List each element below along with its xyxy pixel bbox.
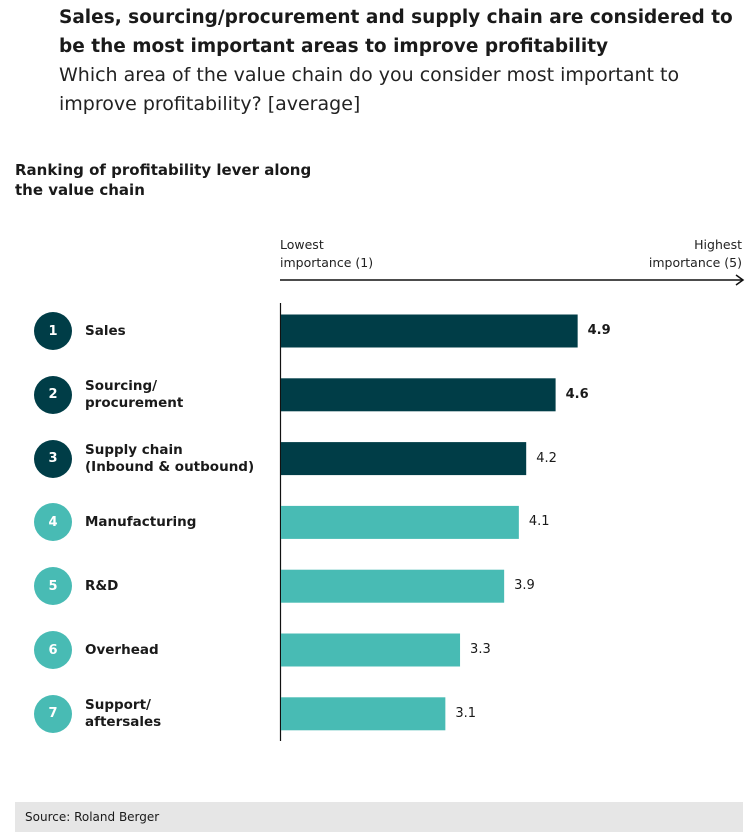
- bar: [281, 697, 446, 731]
- headline-question: Which area of the value chain do you con…: [59, 64, 680, 115]
- rank-badge: 4: [34, 503, 72, 542]
- bar: [281, 442, 527, 476]
- bar: [281, 314, 578, 348]
- category-label: Supply chain (Inbound & outbound): [85, 441, 255, 475]
- value-label: 4.1: [528, 514, 550, 530]
- bar: [281, 633, 461, 667]
- bar: [281, 505, 519, 539]
- value-label: 4.9: [587, 323, 611, 338]
- source-note: Source: Roland Berger: [15, 802, 743, 832]
- headline: Sales, sourcing/procurement and supply c…: [59, 3, 739, 119]
- value-label: 4.6: [565, 386, 589, 402]
- chart-subtitle: Ranking of profitability lever along the…: [15, 161, 312, 199]
- rank-badge: 1: [34, 312, 72, 350]
- value-label: 4.2: [536, 450, 557, 466]
- bar: [281, 378, 556, 412]
- value-label: 3.3: [470, 642, 491, 657]
- axis-high-label: Highest importance (5): [648, 237, 742, 270]
- rank-badge: 5: [34, 567, 72, 606]
- bar: [281, 569, 505, 603]
- rank-badge: 2: [34, 375, 72, 414]
- value-label: 3.1: [455, 705, 477, 721]
- axis-low-label: Lowest importance (1): [280, 237, 374, 270]
- value-label: 3.9: [514, 578, 535, 594]
- axis-arrow-icon: [735, 274, 745, 286]
- category-label: Sourcing/ procurement: [85, 377, 184, 411]
- category-label: R&D: [85, 577, 119, 594]
- rank-badge: 6: [34, 631, 72, 669]
- rank-badge: 7: [34, 694, 72, 733]
- category-label: Support/ aftersales: [85, 696, 162, 730]
- headline-title: Sales, sourcing/procurement and supply c…: [59, 7, 733, 57]
- category-label: Sales: [85, 322, 126, 339]
- category-label: Manufacturing: [85, 513, 197, 530]
- rank-badge: 3: [34, 439, 72, 478]
- category-label: Overhead: [85, 641, 159, 658]
